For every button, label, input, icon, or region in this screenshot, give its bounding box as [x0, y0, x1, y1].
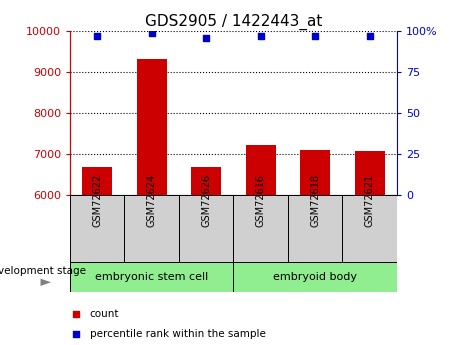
Bar: [288, 195, 342, 262]
Point: [93, 33, 101, 39]
Bar: [300, 150, 330, 195]
Bar: [137, 59, 166, 195]
Bar: [234, 262, 397, 292]
Bar: [124, 195, 179, 262]
Bar: [246, 145, 276, 195]
Text: embryoid body: embryoid body: [273, 272, 357, 282]
Text: GSM72618: GSM72618: [310, 174, 320, 227]
Text: GSM72626: GSM72626: [201, 174, 211, 227]
Text: percentile rank within the sample: percentile rank within the sample: [89, 329, 265, 339]
Bar: [234, 195, 288, 262]
Text: GSM72624: GSM72624: [147, 174, 156, 227]
Point: [148, 30, 155, 36]
Bar: [354, 151, 385, 195]
Bar: [70, 195, 124, 262]
Bar: [82, 167, 112, 195]
Text: GSM72622: GSM72622: [92, 174, 102, 227]
Text: development stage: development stage: [0, 266, 87, 276]
Point: [73, 312, 80, 317]
Text: embryonic stem cell: embryonic stem cell: [95, 272, 208, 282]
Text: count: count: [89, 309, 119, 319]
Text: GSM72616: GSM72616: [256, 174, 266, 227]
Title: GDS2905 / 1422443_at: GDS2905 / 1422443_at: [145, 13, 322, 30]
Point: [257, 33, 264, 39]
Polygon shape: [41, 279, 51, 286]
Point: [312, 33, 319, 39]
Point: [73, 332, 80, 337]
Bar: [191, 167, 221, 195]
Point: [202, 35, 210, 40]
Text: GSM72621: GSM72621: [364, 174, 375, 227]
Bar: [342, 195, 397, 262]
Bar: [70, 262, 234, 292]
Bar: [179, 195, 234, 262]
Point: [366, 33, 373, 39]
